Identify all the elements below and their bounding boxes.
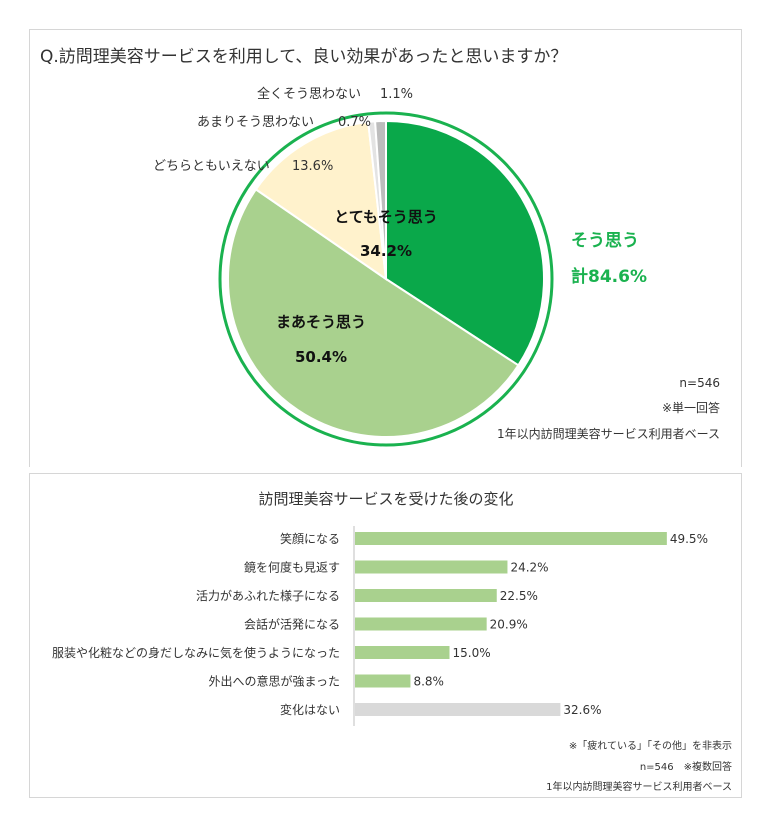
bar-0 [355,532,667,545]
bar-note-hidden: ※「疲れている」「その他」を非表示 [569,739,732,752]
total-value: 計84.6% [571,266,647,287]
bar-category-label-5: 外出への意思が強まった [208,674,340,689]
bar-rows: 笑顔になる 49.5% 鏡を何度も見返す 24.2% 活力があふれた様子になる 22.5%… [52,531,708,717]
bar-value-label-2: 22.5% [500,589,538,603]
pie-outer-ring [218,111,554,447]
pie-chart-panel: Q.訪問理美容サービスを利用して、良い効果があったと思いますか？ とてもそう思う… [29,29,742,467]
bar-chart: 訪問理美容サービスを受けた後の変化 笑顔になる 49.5% 鏡を何度も見返す 24.2… [52,490,732,793]
slice-value-0: 34.2% [360,242,412,260]
slice-value-2: 13.6% [292,159,333,174]
bar-1 [355,560,508,574]
bar-category-label-2: 活力があふれた様子になる [196,588,340,603]
bar-value-label-3: 20.9% [490,618,528,632]
bar-6 [355,703,561,716]
bar-category-label-0: 笑顔になる [280,531,340,546]
pie-slice-1 [226,187,520,439]
bar-value-label-0: 49.5% [670,532,708,546]
slice-value-3: 0.7% [338,115,371,130]
slice-label-2: どちらともいえない [153,159,270,174]
slice-label-1: まあそう思う [276,313,366,331]
total-label: そう思う [571,231,639,251]
bar-value-label-6: 32.6% [563,703,601,717]
pie-slices [226,119,545,439]
slice-value-1: 50.4% [295,348,347,366]
slice-label-0: とてもそう思う [334,208,438,226]
pie-chart-title: Q.訪問理美容サービスを利用して、良い効果があったと思いますか？ [40,47,567,67]
bar-category-label-6: 変化はない [280,702,340,717]
bar-value-label-4: 15.0% [453,646,491,660]
bar-chart-panel: 訪問理美容サービスを受けた後の変化 笑顔になる 49.5% 鏡を何度も見返す 24.2… [29,473,742,798]
bar-5 [355,674,411,688]
bar-chart-title: 訪問理美容サービスを受けた後の変化 [258,490,513,508]
bar-note-n: n=546 ※複数回答 [640,760,732,773]
bar-3 [355,617,487,631]
bar-4 [355,646,450,659]
pie-slice-2 [254,120,388,282]
bar-category-label-3: 会話が活発になる [244,617,340,632]
pie-note-n: n=546 [679,376,720,390]
pie-chart: Q.訪問理美容サービスを利用して、良い効果があったと思いますか？ とてもそう思う… [40,47,720,447]
bar-category-label-1: 鏡を何度も見返す [244,560,340,575]
slice-label-4: 全くそう思わない [257,86,361,102]
bar-note-base: 1年以内訪問理美容サービス利用者ベース [546,780,732,793]
pie-slice-4 [374,119,387,280]
bar-category-label-4: 服装や化粧などの身だしなみに気を使うようになった [52,645,340,660]
bar-value-label-5: 8.8% [413,675,444,689]
pie-note-answer: ※単一回答 [662,400,720,415]
slice-label-3: あまりそう思わない [197,115,314,130]
slice-value-4: 1.1% [380,87,413,102]
bar-2 [355,589,497,602]
pie-note-base: 1年以内訪問理美容サービス利用者ベース [497,426,720,441]
bar-value-label-1: 24.2% [510,561,548,575]
